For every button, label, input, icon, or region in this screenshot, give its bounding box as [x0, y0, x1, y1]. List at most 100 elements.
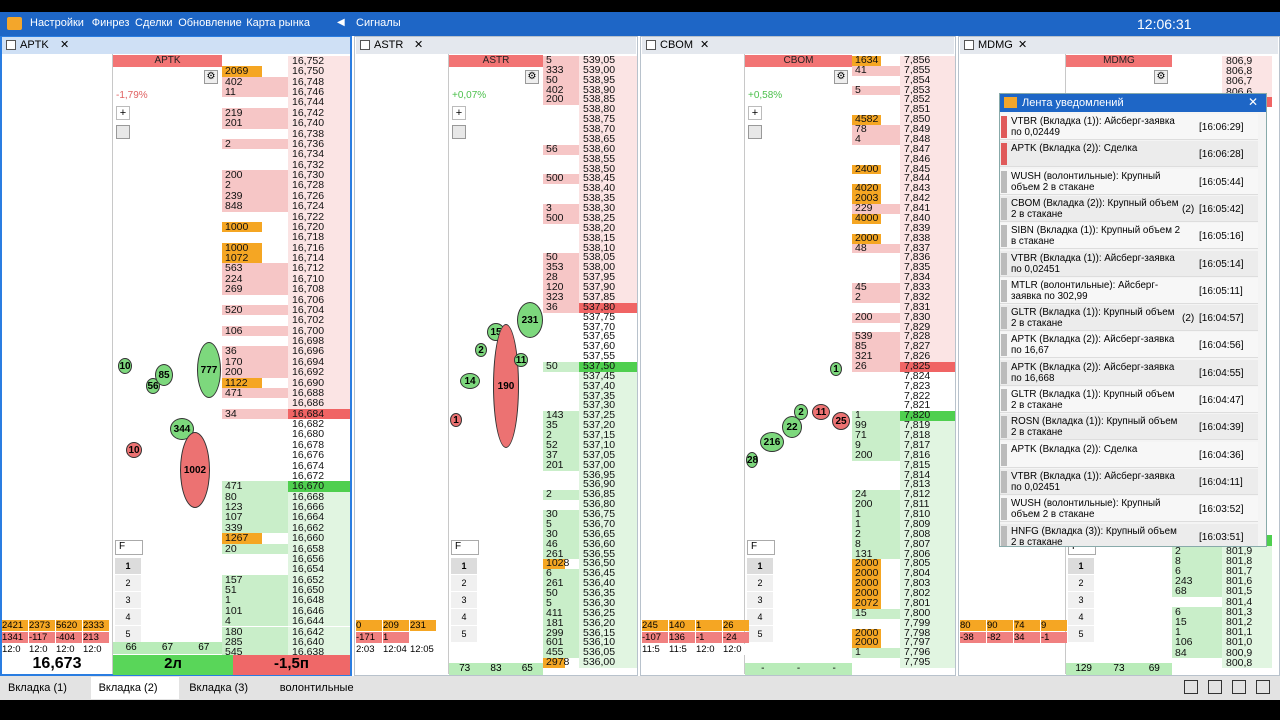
ladder-volume: 402 — [222, 76, 288, 87]
notification-text: WUSH (волонтильные): Крупный объем 2 в с… — [1011, 498, 1161, 521]
notification-count: (2) — [1182, 313, 1195, 325]
menu-item[interactable]: Настройки — [30, 17, 84, 29]
level-button[interactable]: 1 — [747, 558, 773, 574]
volume-strip: 129 — [1066, 663, 1102, 675]
ladder-price: 7,854 — [900, 75, 955, 86]
toolbar-icon[interactable] — [1256, 680, 1270, 694]
bottom-tab[interactable]: Вкладка (2) — [90, 677, 180, 699]
tab-checkbox[interactable] — [964, 40, 974, 50]
level-button[interactable]: 4 — [747, 609, 773, 625]
notification-item[interactable]: APTK (Вкладка (2)): Айсберг-заявка по 16… — [1000, 332, 1258, 359]
ladder-volume: 455 — [543, 647, 579, 659]
menu-item[interactable]: Финрез — [91, 17, 130, 29]
notification-item[interactable]: ROSN (Вкладка (1)): Крупный объем 2 в ст… — [1000, 414, 1258, 441]
stat-cell: -38 — [960, 632, 986, 643]
add-button[interactable]: + — [116, 106, 130, 120]
settings-button[interactable]: ⚙ — [834, 70, 848, 84]
tab-checkbox[interactable] — [360, 40, 370, 50]
buy-button[interactable]: 2л — [113, 655, 233, 675]
level-button[interactable]: 5 — [115, 626, 141, 642]
level-button[interactable]: 1 — [451, 558, 477, 574]
notification-item[interactable]: CBOM (Вкладка (2)): Крупный объем 2 в ст… — [1000, 195, 1258, 222]
level-button[interactable]: 5 — [1068, 626, 1094, 642]
notification-item[interactable]: GLTR (Вкладка (1)): Крупный объем 2 в ст… — [1000, 305, 1258, 332]
ladder-volume: 261 — [543, 548, 579, 560]
ladder-price: 7,834 — [900, 272, 955, 284]
ladder-volume: 50 — [543, 252, 579, 264]
unread-marker — [1001, 307, 1007, 330]
level-button[interactable]: 4 — [115, 609, 141, 625]
level-button[interactable]: 1 — [115, 558, 141, 574]
ladder-volume: 68 — [1172, 586, 1222, 597]
notification-time: [16:04:36] — [1199, 449, 1244, 461]
filter-select[interactable]: F — [451, 540, 479, 555]
bottom-tab[interactable]: Вкладка (3) — [181, 677, 270, 699]
add-button[interactable]: + — [748, 106, 762, 120]
level-button[interactable]: 2 — [115, 575, 141, 591]
menu-item[interactable]: Обновление — [178, 17, 242, 29]
level-button[interactable]: 4 — [451, 609, 477, 625]
level-button[interactable]: 3 — [747, 592, 773, 608]
level-button[interactable]: 4 — [1068, 609, 1094, 625]
tool-button[interactable] — [116, 125, 130, 139]
tab-close[interactable]: ✕ — [60, 39, 70, 51]
tab-checkbox[interactable] — [6, 40, 16, 50]
level-button[interactable]: 5 — [451, 626, 477, 642]
add-button[interactable]: + — [452, 106, 466, 120]
bottom-tab[interactable]: волонтильные — [271, 677, 367, 699]
notification-item[interactable]: MTLR (волонтильные): Айсберг-заявка по 3… — [1000, 277, 1258, 304]
ladder-price: 7,832 — [900, 292, 955, 303]
ladder-volume: 4582 — [852, 114, 881, 126]
signals[interactable]: Сигналы — [356, 17, 401, 29]
level-button[interactable]: 3 — [115, 592, 141, 608]
menu-item[interactable]: Сделки — [135, 17, 173, 29]
notification-item[interactable]: APTK (Вкладка (2)): Сделка [16:04:36] — [1000, 441, 1258, 468]
level-button[interactable]: 1 — [1068, 558, 1094, 574]
settings-button[interactable]: ⚙ — [1154, 70, 1168, 84]
tab-title[interactable]: APTK — [20, 39, 49, 51]
ladder-price: 537,70 — [579, 321, 637, 333]
ladder-price: 7,843 — [900, 183, 955, 195]
notification-item[interactable]: VTBR (Вкладка (1)): Айсберг-заявка по 0,… — [1000, 250, 1258, 277]
toolbar-icon[interactable] — [1208, 680, 1222, 694]
sell-button[interactable]: -1,5п — [233, 655, 350, 675]
tab-close[interactable]: ✕ — [1018, 39, 1028, 51]
notification-item[interactable]: VTBR (Вкладка (1)): Айсберг-заявка по 0,… — [1000, 468, 1258, 495]
notification-item[interactable]: VTBR (Вкладка (1)): Айсберг-заявка по 0,… — [1000, 114, 1258, 140]
filter-select[interactable]: F — [115, 540, 143, 555]
level-button[interactable]: 3 — [451, 592, 477, 608]
notification-close[interactable]: ✕ — [1248, 95, 1259, 109]
tool-button[interactable] — [452, 125, 466, 139]
tool-button[interactable] — [748, 125, 762, 139]
filter-select[interactable]: F — [747, 540, 775, 555]
bottom-tab[interactable]: Вкладка (1) — [0, 677, 89, 699]
menu-item[interactable]: Карта рынка — [246, 17, 310, 29]
tab-title[interactable]: CBOM — [660, 39, 693, 51]
tab-checkbox[interactable] — [646, 40, 656, 50]
arrow-icon[interactable]: ◀ — [337, 17, 345, 28]
notification-item[interactable]: WUSH (волонтильные): Крупный объем 2 в с… — [1000, 168, 1258, 195]
notification-item[interactable]: WUSH (волонтильные): Крупный объем 2 в с… — [1000, 496, 1258, 523]
tab-close[interactable]: ✕ — [700, 39, 710, 51]
level-button[interactable]: 5 — [747, 626, 773, 642]
ladder-price: 16,656 — [288, 553, 350, 564]
notification-item[interactable]: APTK (Вкладка (2)): Айсберг-заявка по 16… — [1000, 359, 1258, 386]
notification-item[interactable]: HNFG (Вкладка (3)): Крупный объем 2 в ст… — [1000, 523, 1258, 546]
level-button[interactable]: 2 — [451, 575, 477, 591]
level-button[interactable]: 2 — [747, 575, 773, 591]
level-button[interactable]: 2 — [1068, 575, 1094, 591]
settings-button[interactable]: ⚙ — [204, 70, 218, 84]
settings-button[interactable]: ⚙ — [525, 70, 539, 84]
tab-close[interactable]: ✕ — [414, 39, 424, 51]
notification-item[interactable]: APTK (Вкладка (2)): Сделка [16:06:28] — [1000, 141, 1258, 168]
toolbar-icon[interactable] — [1232, 680, 1246, 694]
notification-item[interactable]: SIBN (Вкладка (1)): Крупный объем 2 в ст… — [1000, 223, 1258, 250]
ladder-volume: 500 — [543, 173, 579, 185]
cluster-bubble: 231 — [517, 302, 543, 338]
tab-title[interactable]: ASTR — [374, 39, 404, 51]
ladder-volume: 52 — [543, 440, 579, 451]
tab-title[interactable]: MDMG — [978, 39, 1013, 51]
level-button[interactable]: 3 — [1068, 592, 1094, 608]
notification-item[interactable]: GLTR (Вкладка (1)): Крупный объем 2 в ст… — [1000, 387, 1258, 413]
toolbar-icon[interactable] — [1184, 680, 1198, 694]
